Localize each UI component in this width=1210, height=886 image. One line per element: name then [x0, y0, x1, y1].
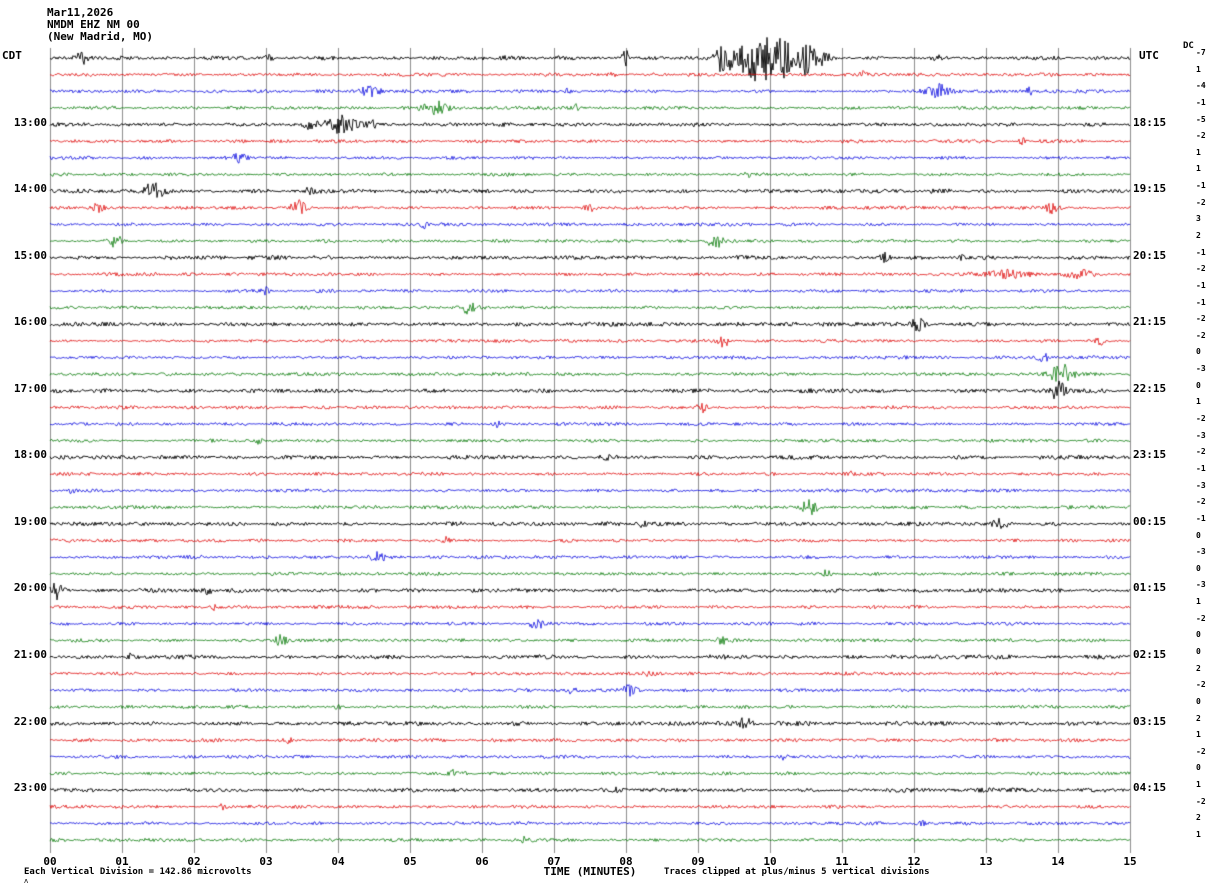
left-timezone-label: CDT	[2, 49, 22, 62]
left-hour-label: 19:00	[13, 514, 47, 528]
x-tick-label: 08	[619, 855, 633, 868]
right-hour-label: 02:15	[1133, 647, 1167, 661]
x-tick-label: 11	[835, 855, 849, 868]
dc-offset-value: 0	[1196, 763, 1201, 773]
left-hour-label: 16:00	[13, 315, 47, 329]
left-hour-label: 21:00	[13, 647, 47, 661]
left-hour-label: 18:00	[13, 448, 47, 462]
dc-offset-value: 1	[1196, 147, 1201, 157]
dc-offset-value: -2	[1196, 197, 1206, 207]
left-hour-label: 14:00	[13, 182, 47, 196]
dc-offset-value: 1	[1196, 780, 1201, 790]
dc-offset-value: -7	[1196, 48, 1206, 57]
x-tick-label: 07	[547, 855, 561, 868]
dc-offset-value: 0	[1196, 563, 1201, 573]
left-hour-label: 23:00	[13, 781, 47, 795]
dc-offset-value: -3	[1196, 480, 1206, 490]
dc-offset-value: -3	[1196, 580, 1206, 590]
dc-offset-value: 1	[1196, 597, 1201, 607]
clip-note: Traces clipped at plus/minus 5 vertical …	[664, 867, 930, 877]
dc-offset-value: -1	[1196, 463, 1206, 473]
left-hour-label: 20:00	[13, 581, 47, 595]
right-hour-label: 23:15	[1133, 448, 1167, 462]
dc-offset-label: DC	[1183, 41, 1194, 51]
x-tick-label: 13	[979, 855, 993, 868]
right-timezone-label: UTC	[1139, 49, 1159, 62]
left-hour-label: 22:00	[13, 714, 47, 728]
x-tick-label: 10	[763, 855, 777, 868]
dc-offset-value: 0	[1196, 530, 1201, 540]
x-axis-label: TIME (MINUTES)	[543, 865, 637, 878]
left-hour-label: 15:00	[13, 248, 47, 262]
plot-station: NMDM EHZ NM 00	[47, 18, 140, 31]
x-tick-label: 09	[691, 855, 705, 868]
dc-offset-value: 2	[1196, 663, 1201, 673]
scale-note: Each Vertical Division = 142.86 microvol…	[24, 867, 252, 877]
dc-offset-value: -2	[1196, 131, 1206, 141]
dc-offset-value: -2	[1196, 796, 1206, 806]
dc-offset-value: -1	[1196, 280, 1206, 290]
right-hour-label: 01:15	[1133, 581, 1167, 595]
dc-offset-value: -1	[1196, 181, 1206, 191]
dc-offset-value: 1	[1196, 397, 1201, 407]
dc-offset-value: -1	[1196, 297, 1206, 307]
x-tick-label: 05	[403, 855, 417, 868]
dc-offset-value: -2	[1196, 330, 1206, 340]
dc-offset-value: -3	[1196, 364, 1206, 374]
x-tick-label: 06	[475, 855, 489, 868]
dc-offset-value: -3	[1196, 547, 1206, 557]
dc-offset-value: 0	[1196, 630, 1201, 640]
dc-offset-value: 2	[1196, 813, 1201, 823]
dc-offset-value: -3	[1196, 430, 1206, 440]
left-hour-label: 13:00	[13, 115, 47, 129]
dc-offset-value: 1	[1196, 164, 1201, 174]
x-tick-label: 15	[1123, 855, 1137, 868]
right-hour-label: 04:15	[1133, 781, 1167, 795]
dc-offset-value: -5	[1196, 114, 1206, 124]
dc-offset-value: -1	[1196, 97, 1206, 107]
x-tick-label: 01	[115, 855, 129, 868]
dc-offset-value: -2	[1196, 497, 1206, 507]
dc-offset-value: -1	[1196, 513, 1206, 523]
dc-offset-value: 1	[1196, 830, 1201, 839]
dc-offset-value: 0	[1196, 696, 1201, 706]
dc-offset-value: -4	[1196, 81, 1206, 91]
corner-mark: ʌ	[24, 877, 29, 885]
dc-offset-value: -2	[1196, 314, 1206, 324]
dc-offset-value: -2	[1196, 447, 1206, 457]
dc-offset-value: 1	[1196, 730, 1201, 740]
x-tick-label: 12	[907, 855, 921, 868]
right-hour-label: 21:15	[1133, 315, 1167, 329]
plot-location: (New Madrid, MO)	[47, 30, 153, 43]
x-tick-label: 00	[43, 855, 57, 868]
x-tick-label: 02	[187, 855, 201, 868]
dc-offset-value: -2	[1196, 746, 1206, 756]
right-hour-label: 18:15	[1133, 115, 1167, 129]
right-hour-label: 19:15	[1133, 182, 1167, 196]
dc-offset-value: 2	[1196, 713, 1201, 723]
x-tick-label: 04	[331, 855, 345, 868]
dc-offset-value: -2	[1196, 414, 1206, 424]
left-hour-label: 17:00	[13, 381, 47, 395]
x-tick-label: 14	[1051, 855, 1065, 868]
right-hour-label: 22:15	[1133, 381, 1167, 395]
dc-offset-value: -2	[1196, 613, 1206, 623]
dc-offset-value: 0	[1196, 646, 1201, 656]
dc-offset-value: 2	[1196, 231, 1201, 241]
right-hour-label: 03:15	[1133, 714, 1167, 728]
right-hour-label: 00:15	[1133, 514, 1167, 528]
dc-offset-value: 3	[1196, 214, 1201, 224]
dc-offset-value: 0	[1196, 347, 1201, 357]
dc-offset-value: -1	[1196, 247, 1206, 257]
dc-offset-value: -2	[1196, 680, 1206, 690]
x-tick-label: 03	[259, 855, 273, 868]
right-hour-label: 20:15	[1133, 248, 1167, 262]
dc-offset-value: 1	[1196, 64, 1201, 74]
dc-offset-value: 0	[1196, 380, 1201, 390]
dc-offset-value: -2	[1196, 264, 1206, 274]
plot-date: Mar11,2026	[47, 6, 114, 19]
